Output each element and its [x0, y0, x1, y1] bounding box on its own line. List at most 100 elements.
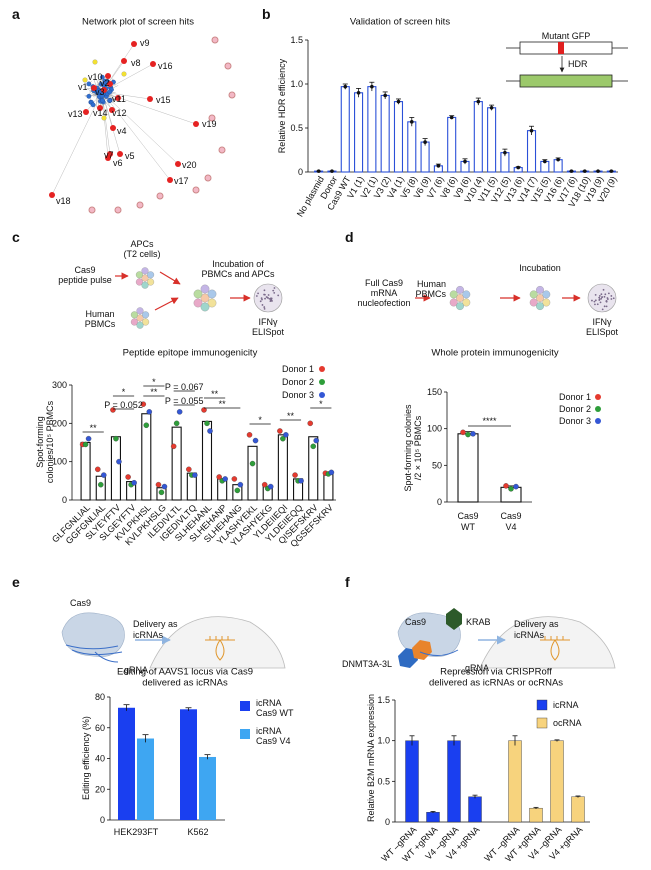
network-node: [114, 206, 122, 214]
spot: [267, 294, 270, 296]
network-node: [115, 95, 121, 101]
network-node: [147, 96, 153, 102]
y-tick-label: 100: [427, 424, 442, 434]
network-node: [121, 71, 127, 77]
spot: [255, 295, 258, 297]
diagram-label: (T2 cells): [123, 249, 160, 259]
network-node: [49, 192, 55, 198]
network-edge: [51, 91, 103, 196]
cell: [456, 294, 464, 302]
diagram-label: Cas9: [405, 617, 426, 627]
mismatch-label: (6): [551, 174, 565, 189]
y-tick-label: 300: [52, 380, 67, 390]
x-tick-label: Cas9: [500, 511, 521, 521]
bar: [247, 445, 258, 501]
point: [307, 420, 313, 427]
point: [82, 441, 89, 448]
cell: [193, 298, 203, 308]
diagram-label: PBMCs: [85, 319, 116, 329]
x-tick-label: V7: [425, 186, 439, 201]
spot: [259, 300, 262, 303]
cell: [207, 289, 217, 299]
point: [569, 169, 574, 173]
bar: [393, 101, 404, 173]
mismatch-label: (6): [445, 174, 459, 189]
legend-label: icRNA: [553, 700, 579, 710]
panel-label: c: [12, 229, 20, 245]
diagram-label: KRAB: [466, 617, 491, 627]
network-edge: [101, 91, 171, 181]
cell: [200, 284, 210, 294]
diagram-label: PBMCs: [415, 289, 446, 299]
y-tick-label: 0: [437, 497, 442, 507]
point: [436, 164, 441, 168]
diagram-label: Incubation of: [212, 259, 264, 269]
spot: [257, 292, 259, 295]
mismatch-label: (1): [365, 174, 379, 189]
mismatch-label: (1): [392, 174, 406, 189]
chart-title: Repression via CRISPRoff: [440, 667, 552, 678]
network-node: [105, 155, 111, 161]
point: [489, 105, 494, 110]
spot: [593, 300, 596, 303]
chart-title: Peptide epitope immunogenicity: [123, 348, 258, 359]
point: [609, 169, 614, 173]
significance-label: **: [287, 411, 295, 421]
point: [298, 478, 304, 484]
node-label: v13: [68, 109, 83, 119]
legend-label: Donor 3: [559, 416, 591, 426]
y-tick-label: 150: [427, 387, 442, 397]
network-title: Network plot of screen hits: [82, 17, 194, 28]
y-tick-label: 100: [52, 457, 67, 467]
x-tick-label: P: [217, 502, 228, 513]
spot: [605, 300, 608, 302]
spot: [261, 298, 263, 301]
node-label: v8: [131, 58, 141, 68]
point: [204, 420, 210, 427]
y-axis-label: Spot-forming: [35, 416, 45, 468]
diagram-label: Delivery as: [133, 619, 178, 629]
point: [186, 466, 192, 473]
panel-label: b: [262, 6, 271, 22]
network-node: [90, 102, 96, 108]
cell: [141, 274, 149, 282]
mismatch-label: (6): [432, 174, 446, 189]
y-tick-label: 40: [95, 754, 105, 764]
spot: [598, 299, 601, 301]
x-tick-label-group: V9(6): [452, 174, 473, 200]
bar: [137, 738, 154, 820]
chart-title: Editing of AAVS1 locus via Cas9: [117, 667, 253, 678]
point: [113, 435, 119, 442]
y-axis-label: colonies/10⁵ PBMCs: [45, 400, 55, 483]
point: [543, 159, 547, 164]
diagram-label: APCs: [130, 239, 154, 249]
point: [280, 435, 286, 442]
x-tick-label: V5: [398, 186, 412, 201]
mismatch-label: (6): [565, 174, 579, 189]
bar: [526, 130, 537, 173]
legend-marker: [319, 392, 325, 398]
mismatch-label: (8): [405, 174, 419, 189]
network-node: [156, 192, 164, 200]
x-tick-label: V4: [385, 186, 399, 201]
network-node: [107, 98, 113, 103]
spot: [263, 293, 266, 296]
point: [529, 128, 534, 133]
point: [503, 150, 507, 155]
node-label: v17: [174, 176, 189, 186]
network-node: [150, 61, 156, 67]
point: [207, 428, 213, 434]
point: [383, 93, 387, 98]
mismatch-label: (7): [525, 174, 539, 189]
network-node: [109, 107, 115, 113]
network-node: [101, 87, 107, 93]
x-tick-label-group: V2(1): [359, 174, 380, 200]
mismatch-label: (5): [498, 174, 512, 189]
diagram-label: Cas9: [74, 265, 95, 275]
spot: [606, 298, 609, 300]
cell: [135, 271, 143, 279]
inset-label: HDR: [568, 59, 588, 69]
network-node: [105, 73, 111, 79]
x-tick-label: WT: [461, 522, 475, 532]
